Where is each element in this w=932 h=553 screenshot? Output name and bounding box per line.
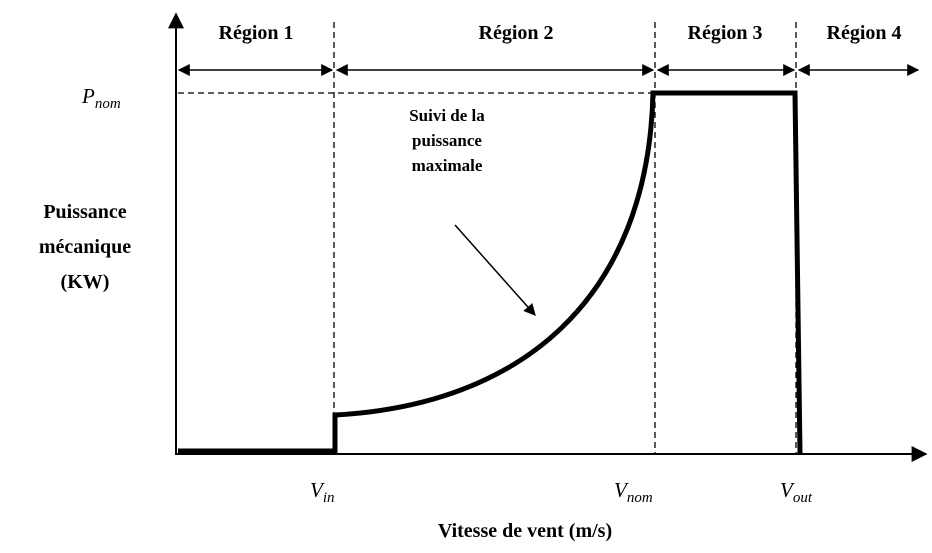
v-marker: Vnom bbox=[614, 478, 653, 506]
dashed-guides bbox=[178, 22, 797, 454]
region-label: Région 4 bbox=[827, 22, 902, 44]
annotation: puissance bbox=[412, 131, 482, 150]
annotation: maximale bbox=[412, 156, 483, 175]
y-axis-label: Puissance bbox=[43, 201, 126, 223]
power-curve bbox=[178, 90, 803, 455]
region-label: Région 2 bbox=[479, 22, 554, 44]
region-label: Région 3 bbox=[688, 22, 763, 44]
x-axis-label: Vitesse de vent (m/s) bbox=[438, 520, 612, 542]
p-nom-label: Pnom bbox=[81, 84, 121, 112]
v-marker: Vout bbox=[780, 478, 813, 506]
v-marker: Vin bbox=[310, 478, 335, 506]
y-axis-label: (KW) bbox=[61, 271, 110, 293]
region-label: Région 1 bbox=[219, 22, 294, 44]
y-axis-label: mécanique bbox=[39, 236, 131, 258]
annotation: Suivi de la bbox=[409, 106, 485, 125]
annotation-arrow bbox=[454, 224, 536, 316]
